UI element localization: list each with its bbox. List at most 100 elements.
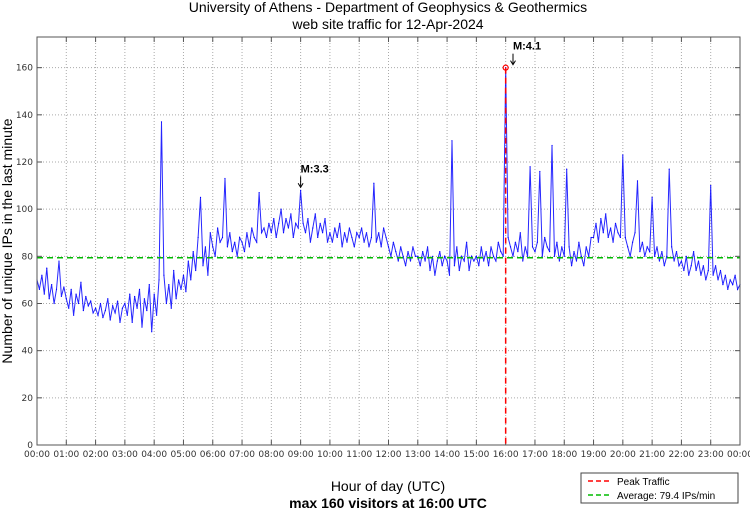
- x-tick-label: 11:00: [346, 450, 372, 460]
- traffic-point: [192, 251, 194, 253]
- traffic-point: [690, 265, 692, 267]
- traffic-point: [212, 246, 214, 248]
- x-tick-label: 18:00: [551, 450, 577, 460]
- traffic-point: [87, 305, 89, 307]
- traffic-point: [307, 217, 309, 220]
- annotation-label: M:3.3: [301, 163, 329, 175]
- traffic-point: [732, 284, 734, 286]
- traffic-point: [419, 265, 421, 267]
- traffic-point: [370, 236, 373, 239]
- traffic-point: [239, 236, 241, 239]
- traffic-point: [324, 217, 326, 220]
- traffic-point: [588, 255, 590, 257]
- legend-box: [580, 472, 739, 504]
- traffic-point: [500, 251, 502, 253]
- traffic-point: [94, 307, 97, 309]
- traffic-point: [153, 293, 155, 295]
- traffic-point: [529, 166, 531, 168]
- traffic-point: [265, 236, 268, 239]
- traffic-point: [695, 269, 697, 272]
- traffic-point: [653, 255, 656, 257]
- traffic-point: [329, 232, 331, 234]
- traffic-point: [666, 255, 668, 257]
- traffic-point: [177, 279, 180, 281]
- traffic-point: [566, 168, 568, 170]
- traffic-point: [522, 260, 524, 262]
- traffic-point: [661, 251, 663, 253]
- traffic-point: [121, 307, 124, 309]
- traffic-point: [275, 236, 277, 239]
- traffic-point: [38, 288, 41, 290]
- traffic-point: [436, 260, 438, 262]
- traffic-point: [573, 251, 575, 253]
- traffic-point: [585, 246, 587, 248]
- traffic-point: [290, 213, 292, 215]
- traffic-point: [197, 236, 199, 239]
- traffic-point: [409, 260, 412, 262]
- traffic-point: [141, 326, 143, 328]
- traffic-point: [383, 227, 385, 229]
- traffic-point: [553, 255, 556, 257]
- traffic-point: [544, 236, 546, 239]
- traffic-point: [536, 241, 538, 243]
- traffic-point: [278, 222, 280, 224]
- traffic-point: [475, 255, 477, 257]
- traffic-point: [649, 251, 651, 253]
- traffic-point: [168, 284, 170, 286]
- traffic-point: [483, 260, 485, 262]
- traffic-point: [702, 265, 704, 267]
- traffic-point: [466, 241, 468, 243]
- traffic-point: [92, 312, 94, 314]
- traffic-point: [385, 236, 387, 239]
- traffic-point: [378, 232, 380, 234]
- traffic-point: [707, 269, 709, 272]
- traffic-point: [124, 302, 126, 305]
- traffic-point: [292, 236, 294, 239]
- traffic-point: [151, 331, 153, 333]
- traffic-point: [400, 246, 402, 248]
- chart-subtitle: max 160 visitors at 16:00 UTC: [289, 495, 487, 511]
- traffic-point: [182, 274, 185, 276]
- y-tick-label: 120: [16, 158, 33, 168]
- traffic-point: [534, 251, 536, 253]
- traffic-point: [143, 298, 146, 300]
- x-tick-label: 15:00: [463, 450, 489, 460]
- traffic-point: [73, 314, 75, 316]
- traffic-point: [99, 302, 102, 305]
- traffic-point: [485, 251, 487, 253]
- traffic-point: [624, 236, 626, 239]
- traffic-point: [80, 281, 82, 283]
- traffic-point: [478, 265, 480, 267]
- traffic-point: [246, 232, 248, 234]
- traffic-point: [365, 232, 368, 234]
- traffic-point: [619, 236, 621, 239]
- legend-average-label: Average: 79.4 IPs/min: [617, 491, 715, 502]
- traffic-point: [441, 265, 443, 267]
- traffic-point: [134, 295, 136, 298]
- traffic-point: [104, 309, 106, 312]
- traffic-point: [312, 227, 314, 229]
- traffic-point: [527, 255, 529, 257]
- traffic-point: [165, 302, 167, 305]
- traffic-point: [590, 236, 592, 239]
- traffic-point: [63, 286, 65, 288]
- traffic-point: [595, 222, 597, 224]
- traffic-point: [717, 279, 719, 281]
- traffic-point: [156, 314, 158, 316]
- y-tick-label: 80: [22, 252, 34, 262]
- traffic-point: [356, 232, 358, 234]
- traffic-point: [387, 246, 390, 248]
- traffic-point: [297, 227, 299, 229]
- traffic-point: [602, 232, 604, 234]
- traffic-point: [116, 300, 119, 302]
- x-tick-label: 23:00: [698, 450, 724, 460]
- y-tick-label: 100: [16, 205, 33, 215]
- traffic-point: [402, 255, 404, 257]
- x-tick-label: 00:00: [727, 450, 750, 460]
- traffic-point: [680, 260, 683, 262]
- traffic-point: [102, 317, 104, 319]
- traffic-point: [180, 288, 182, 290]
- traffic-point: [346, 241, 348, 243]
- traffic-point: [404, 265, 407, 267]
